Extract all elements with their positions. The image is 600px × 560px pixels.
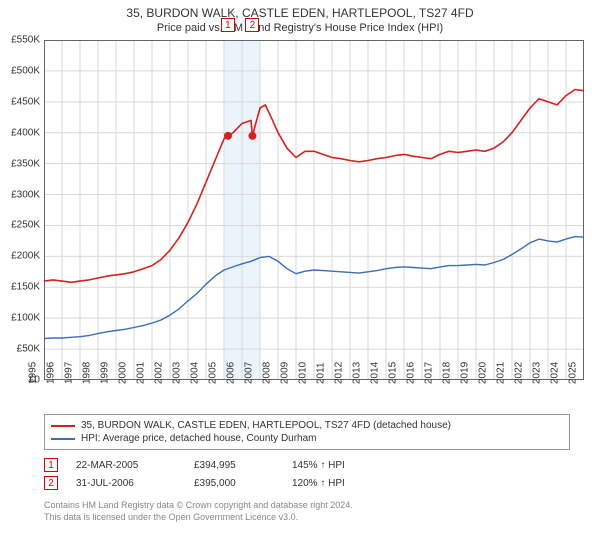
x-tick-label: 2017 [424,362,435,384]
sale-event-row: 1 22-MAR-2005 £394,995 145% ↑ HPI [44,456,570,474]
x-tick-label: 2014 [370,362,381,384]
legend-row: HPI: Average price, detached house, Coun… [51,432,563,445]
x-tick-label: 2024 [550,362,561,384]
x-tick-label: 2011 [316,362,327,384]
x-tick-label: 2002 [154,362,165,384]
x-tick-label: 1999 [100,362,111,384]
x-tick-label: 2005 [208,362,219,384]
y-tick-label: £350K [11,158,40,169]
legend: 35, BURDON WALK, CASTLE EDEN, HARTLEPOOL… [44,414,570,450]
y-tick-label: £400K [11,127,40,138]
attribution-line1: Contains HM Land Registry data © Crown c… [44,500,570,512]
y-tick-label: £100K [11,313,40,324]
legend-label: 35, BURDON WALK, CASTLE EDEN, HARTLEPOOL… [81,420,451,431]
x-tick-label: 2008 [262,362,273,384]
attribution-line2: This data is licensed under the Open Gov… [44,512,570,524]
x-tick-label: 1995 [28,362,39,384]
sale-marker-label: 2 [245,18,259,32]
x-tick-label: 2007 [244,362,255,384]
y-tick-label: £150K [11,282,40,293]
y-tick-label: £300K [11,189,40,200]
attribution: Contains HM Land Registry data © Crown c… [44,500,570,523]
sale-marker-dot [248,132,256,140]
y-tick-label: £550K [11,35,40,46]
event-marker: 1 [44,458,58,472]
x-tick-label: 2012 [334,362,345,384]
event-price: £394,995 [194,460,274,471]
x-tick-label: 2021 [496,362,507,384]
event-date: 31-JUL-2006 [76,478,176,489]
x-tick-label: 2020 [478,362,489,384]
x-tick-label: 2018 [442,362,453,384]
legend-swatch [51,425,75,427]
event-marker: 2 [44,476,58,490]
x-tick-label: 1998 [82,362,93,384]
event-date: 22-MAR-2005 [76,460,176,471]
y-tick-label: £50K [17,344,40,355]
sale-marker-dot [224,132,232,140]
sale-events: 1 22-MAR-2005 £394,995 145% ↑ HPI 2 31-JUL-20… [44,456,570,492]
sale-event-row: 2 31-JUL-2006 £395,000 120% ↑ HPI [44,474,570,492]
x-tick-label: 1996 [46,362,57,384]
event-delta: 120% ↑ HPI [292,478,372,489]
legend-label: HPI: Average price, detached house, Coun… [81,433,317,444]
y-tick-label: £200K [11,251,40,262]
chart-area: £0£50K£100K£150K£200K£250K£300K£350K£400… [44,40,584,380]
x-tick-label: 2010 [298,362,309,384]
x-tick-label: 2022 [514,362,525,384]
x-tick-label: 2019 [460,362,471,384]
legend-row: 35, BURDON WALK, CASTLE EDEN, HARTLEPOOL… [51,419,563,432]
x-tick-label: 2023 [532,362,543,384]
chart-title-block: 35, BURDON WALK, CASTLE EDEN, HARTLEPOOL… [0,0,600,36]
sale-marker-label: 1 [221,18,235,32]
title-line2: Price paid vs. HM Land Registry's House … [0,22,600,34]
legend-swatch [51,438,75,440]
y-tick-label: £250K [11,220,40,231]
event-delta: 145% ↑ HPI [292,460,372,471]
x-tick-label: 2001 [136,362,147,384]
x-tick-label: 2013 [352,362,363,384]
title-line1: 35, BURDON WALK, CASTLE EDEN, HARTLEPOOL… [0,6,600,20]
event-price: £395,000 [194,478,274,489]
chart-svg [44,40,584,380]
x-tick-label: 2016 [406,362,417,384]
x-tick-label: 2004 [190,362,201,384]
x-tick-label: 2015 [388,362,399,384]
x-tick-label: 2000 [118,362,129,384]
x-tick-label: 1997 [64,362,75,384]
x-tick-label: 2003 [172,362,183,384]
x-tick-label: 2025 [568,362,579,384]
x-tick-label: 2009 [280,362,291,384]
y-tick-label: £450K [11,96,40,107]
x-tick-label: 2006 [226,362,237,384]
y-tick-label: £500K [11,65,40,76]
